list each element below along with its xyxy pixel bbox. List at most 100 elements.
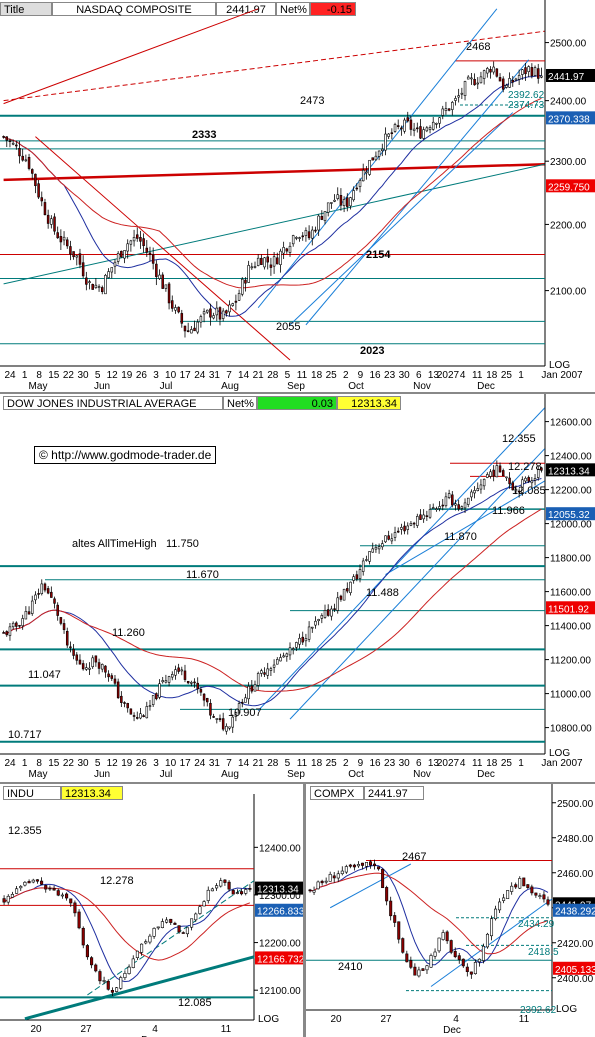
candle-body [10,893,14,898]
candle-body [193,327,196,332]
candle-body [361,169,365,182]
candle-body [505,85,508,88]
watermark: © http://www.godmode-trader.de [34,446,217,464]
annotation: 12.278 [100,875,134,887]
candle-body [40,880,44,885]
candle-body [15,144,18,147]
annotation: 2392.62 [508,90,545,101]
candle-body [444,108,448,111]
x-tick-label: 5 [285,370,291,381]
candle-body [256,257,260,266]
candle-body [330,202,333,204]
candle-body [514,78,518,81]
candle-body [308,889,312,892]
candle-body [106,980,110,990]
candle-body [412,128,416,131]
candle-body [97,286,101,289]
candle-body [228,726,231,729]
candle-body [473,962,477,975]
candle-body [326,202,330,213]
candle-body [542,894,546,900]
price-box [546,601,595,615]
candle-body [371,548,374,553]
candle-body [164,680,168,683]
candle-body [260,257,263,265]
candle-body [167,283,171,304]
candle-body [240,891,244,895]
candle-body [24,611,28,620]
candle-body [495,465,499,478]
candle-body [342,588,346,601]
candle-body [193,681,196,684]
x-tick-label: 6 [416,758,422,769]
x-tick-label: 12 [107,758,119,769]
candle-body [522,877,526,887]
candle-body [508,78,511,88]
price-box-label: 2438.292 [555,907,595,918]
candle-body [59,617,63,624]
candle-body [348,864,352,867]
candle-body [253,266,257,268]
candle-body [215,885,219,889]
candle-body [494,908,498,920]
candle-body [463,81,467,96]
candle-body [457,504,460,510]
candle-body [473,490,476,494]
candle-body [165,919,169,923]
candle-body [368,159,371,175]
candle-body [508,477,511,485]
indu-header: INDU 12313.34 [3,785,123,800]
candle-body [396,530,400,533]
price-box-label: 11501.92 [548,604,589,615]
candle-body [524,67,527,75]
candle-body [244,279,247,284]
title-tab[interactable]: Title [0,1,52,16]
candle-body [2,136,5,138]
x-tick-label: 7 [226,370,232,381]
nasdaq-header: Title NASDAQ COMPOSITE 2441.97 Net% -0.1… [0,1,356,16]
x-tick-label: 11 [297,370,308,381]
candle-body [235,892,239,894]
candle-body [457,955,461,960]
candle-body [30,169,34,174]
candle-body [145,706,149,719]
candle-body [263,672,266,675]
month-label: Aug [221,381,239,392]
x-tick-label: 1 [22,758,28,769]
annotation: 2418.5 [528,947,559,958]
annotation: 11.870 [444,531,477,543]
y-tick-label: 2480.00 [557,834,594,845]
dow-netpct-label: Net% [223,395,257,410]
candle-body [24,159,28,162]
candle-body [457,95,460,98]
trend-line [35,136,291,361]
dow-chart: 12600.00 12400.00 12200.00 12000.00 11800.00… [0,394,595,780]
x-tick-label: 4 [453,1014,459,1025]
candle-body [75,654,79,661]
candle-body [91,657,94,668]
x-tick-label: 10 [165,370,177,381]
y-tick-label: 2460.00 [557,869,594,880]
x-tick-label: 15 [48,370,60,381]
candle-body [31,879,35,883]
candle-body [173,922,177,925]
candle-body [35,879,39,882]
candle-body [263,257,266,268]
x-tick-label: 1 [22,370,28,381]
candle-body [21,155,24,161]
candle-body [186,330,190,332]
candle-body [250,685,254,692]
indu-chart: 12400.00 12300.00 12200.00 12100.00 12313.34… [0,794,303,1037]
candle-body [510,885,514,892]
candle-body [60,894,64,897]
candle-body [342,199,346,207]
candle-body [417,969,421,977]
candle-body [260,670,263,674]
candle-body [180,669,184,672]
x-tick-label: Jan 2007 [541,758,583,769]
annotation: 2023 [360,345,384,357]
candle-body [449,940,453,953]
candle-body [190,682,193,684]
candle-body [206,309,209,313]
candle-body [355,187,359,190]
